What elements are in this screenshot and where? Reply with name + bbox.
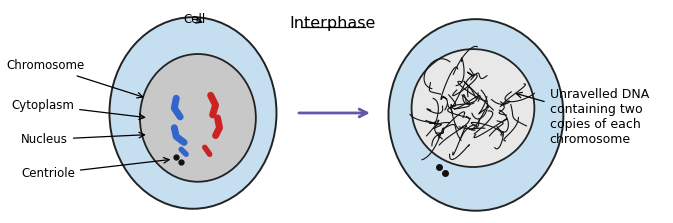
Text: Interphase: Interphase xyxy=(289,16,376,31)
Text: Unravelled DNA
containing two
copies of each
chromosome: Unravelled DNA containing two copies of … xyxy=(516,88,649,147)
Text: Nucleus: Nucleus xyxy=(21,132,145,146)
Ellipse shape xyxy=(388,19,563,211)
Text: Chromosome: Chromosome xyxy=(6,59,143,98)
Ellipse shape xyxy=(412,49,534,167)
Ellipse shape xyxy=(140,54,256,182)
Ellipse shape xyxy=(110,17,277,209)
Text: Cell: Cell xyxy=(183,13,205,26)
Text: Cytoplasm: Cytoplasm xyxy=(11,99,145,120)
Text: Centriole: Centriole xyxy=(21,157,169,180)
